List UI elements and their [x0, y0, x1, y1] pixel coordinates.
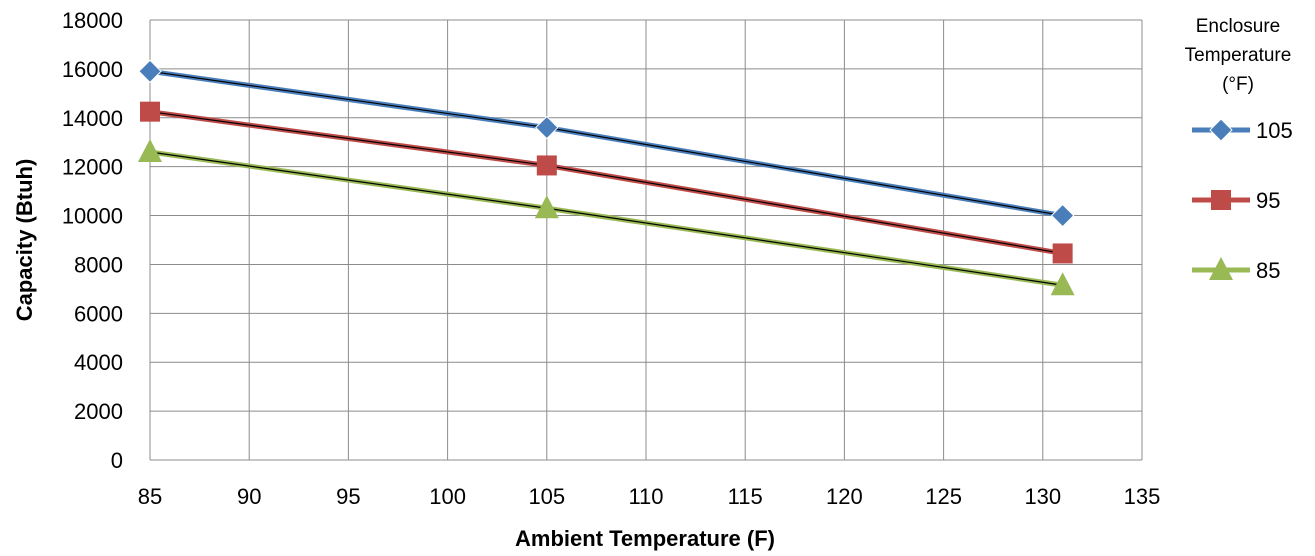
x-tick-label: 125: [925, 484, 962, 509]
y-tick-label: 14000: [62, 106, 123, 131]
legend-swatch-marker: [1211, 190, 1231, 210]
legend-label: 85: [1256, 258, 1280, 283]
x-tick-label: 110: [628, 484, 663, 509]
legend-label: 105: [1256, 118, 1293, 143]
series-85: [138, 139, 1075, 296]
series-105: [138, 59, 1075, 228]
y-tick-label: 2000: [74, 399, 123, 424]
data-point-85: [1050, 272, 1075, 296]
y-tick-label: 18000: [62, 8, 123, 33]
series-line-105: [149, 68, 1064, 219]
x-tick-label: 90: [237, 484, 261, 509]
y-tick-label: 16000: [62, 57, 123, 82]
legend-label: 95: [1256, 188, 1280, 213]
legend-title-line-1: Enclosure: [1196, 16, 1281, 37]
legend-entry-85: 85: [1192, 257, 1280, 283]
y-axis-title: Capacity (Btuh): [12, 159, 37, 322]
x-tick-label: 115: [728, 484, 763, 509]
x-tick-label: 120: [826, 484, 863, 509]
legend-entry-105: 105: [1192, 118, 1293, 143]
data-point-95: [140, 101, 160, 122]
data-point-95: [536, 155, 557, 176]
x-tick-labels: 85 90 95 100 105 110 115 120 125 130 135: [138, 484, 1161, 509]
y-tick-labels: 0 2000 4000 6000 8000 10000 12000 14000 16000 180…: [62, 8, 123, 473]
y-tick-label: 10000: [62, 204, 123, 229]
data-point-105: [535, 115, 559, 140]
grid-lines: [149, 19, 1143, 461]
legend-title-line-2: Temperature: [1185, 45, 1292, 66]
y-tick-label: 4000: [74, 350, 123, 375]
data-point-95: [1052, 243, 1073, 264]
data-point-105: [1050, 203, 1075, 228]
data-point-85: [534, 195, 559, 219]
series-95: [140, 101, 1073, 264]
data-point-85: [138, 139, 162, 162]
data-point-105: [138, 59, 162, 84]
legend-entry-95: 95: [1192, 188, 1280, 213]
legend-swatch-marker: [1209, 118, 1233, 142]
x-tick-label: 100: [429, 484, 466, 509]
legend-entries: 105 95 85: [1192, 118, 1293, 283]
x-tick-label: 135: [1124, 484, 1161, 509]
legend-title-line-3: (°F): [1222, 74, 1254, 95]
y-tick-label: 12000: [62, 155, 123, 180]
y-tick-label: 6000: [74, 301, 123, 326]
x-axis-title: Ambient Temperature (F): [515, 526, 775, 551]
y-tick-label: 8000: [74, 252, 123, 277]
series-layer: [138, 59, 1075, 296]
legend: Enclosure Temperature (°F) 105 95 85: [1185, 16, 1293, 283]
x-tick-label: 105: [528, 484, 565, 509]
y-tick-label: 0: [111, 448, 123, 473]
series-line-95: [149, 109, 1064, 256]
x-tick-label: 95: [336, 484, 360, 509]
legend-swatch-marker: [1209, 257, 1233, 280]
x-tick-label: 85: [138, 484, 162, 509]
x-tick-label: 130: [1024, 484, 1061, 509]
